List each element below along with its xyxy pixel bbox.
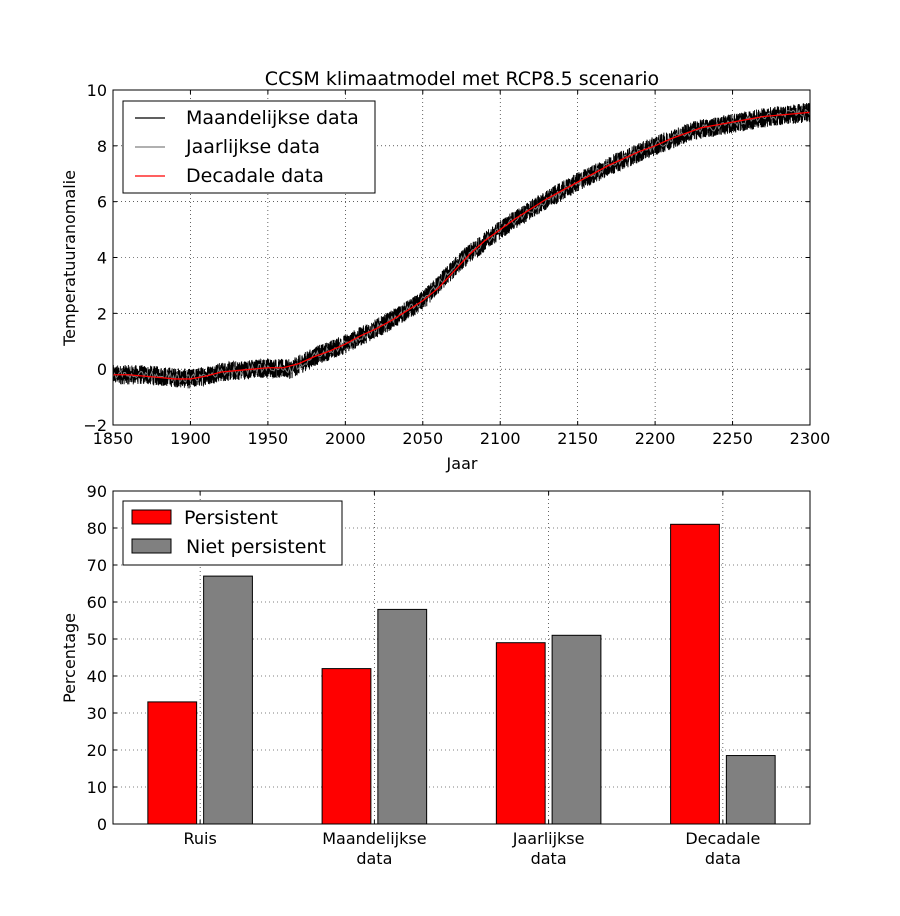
top-y-tick-label: 0 xyxy=(97,360,107,379)
bottom-x-tick-label: data xyxy=(531,849,567,868)
top-chart-legend: Maandelijkse data Jaarlijkse data Decada… xyxy=(122,100,376,194)
top-x-tick-label: 1850 xyxy=(93,429,134,448)
bottom-y-tick-label: 30 xyxy=(87,704,107,723)
top-x-tick-label: 2100 xyxy=(480,429,521,448)
legend-label-jaarlijkse: Jaarlijkse data xyxy=(185,136,320,158)
bar-persistent xyxy=(670,523,720,825)
bottom-y-tick-label: 50 xyxy=(87,630,107,649)
bottom-y-tick-label: 10 xyxy=(87,778,107,797)
top-y-tick-label: 8 xyxy=(97,137,107,156)
top-x-tick-label: 2250 xyxy=(712,429,753,448)
top-chart-x-ticks: 1850 1900 1950 2000 2050 2100 2150 2200 2250 2300 xyxy=(93,90,831,448)
top-y-tick-label: 6 xyxy=(97,193,107,212)
series-line-maandelijkse xyxy=(112,103,811,389)
top-x-tick-label: 2150 xyxy=(557,429,598,448)
bottom-chart-x-ticks: Ruis MaandelijksedataJaarlijksedataDecada… xyxy=(183,491,760,868)
bar-niet-persistent xyxy=(725,755,776,825)
legend-swatch-persistent xyxy=(131,509,172,525)
top-chart-y-ticks: −2 0 2 4 6 8 10 xyxy=(83,81,810,435)
bottom-chart-ylabel: Percentage xyxy=(60,613,79,703)
top-x-tick-label: 2000 xyxy=(325,429,366,448)
bottom-y-tick-label: 70 xyxy=(87,556,107,575)
top-y-tick-label: 2 xyxy=(97,304,107,323)
top-x-tick-label: 1900 xyxy=(170,429,211,448)
bottom-x-tick-label: Decadale xyxy=(685,829,760,848)
bottom-y-tick-label: 80 xyxy=(87,519,107,538)
bottom-x-tick-label: data xyxy=(356,849,392,868)
bar-persistent xyxy=(321,668,372,825)
bar-niet-persistent xyxy=(377,608,428,825)
bottom-chart-bars xyxy=(147,523,776,825)
top-y-tick-label: 10 xyxy=(87,81,107,100)
top-x-tick-label: 1950 xyxy=(248,429,289,448)
top-y-tick-label: 4 xyxy=(97,249,107,268)
bottom-y-tick-label: 60 xyxy=(87,593,107,612)
top-y-tick-label: −2 xyxy=(83,416,107,435)
temperature-line-chart: CCSM klimaatmodel met RCP8.5 scenario 18… xyxy=(60,68,830,473)
bottom-chart-y-ticks: 0 10 20 30 40 50 60 70 80 90 xyxy=(87,482,810,834)
bar-niet-persistent xyxy=(203,575,253,825)
top-chart-ylabel: Temperatuuranomalie xyxy=(60,170,79,347)
series-line-decadale xyxy=(113,111,811,380)
bottom-x-tick-label: Ruis xyxy=(183,829,216,848)
bottom-chart-frame xyxy=(112,490,811,825)
bar-persistent xyxy=(147,701,198,825)
legend-label-maandelijkse: Maandelijkse data xyxy=(186,107,359,129)
top-chart-series xyxy=(112,103,811,389)
legend-label-decadale: Decadale data xyxy=(186,165,324,187)
bar-persistent xyxy=(495,642,546,825)
bottom-y-tick-label: 40 xyxy=(87,667,107,686)
legend-swatch-niet-persistent xyxy=(131,538,172,554)
legend-label-niet-persistent: Niet persistent xyxy=(186,536,326,558)
top-chart-title: CCSM klimaatmodel met RCP8.5 scenario xyxy=(265,68,659,90)
bottom-x-tick-label: Maandelijkse xyxy=(322,829,426,848)
bottom-y-tick-label: 20 xyxy=(87,741,107,760)
top-legend-box xyxy=(122,100,376,194)
bar-niet-persistent xyxy=(551,634,602,825)
top-x-tick-label: 2300 xyxy=(790,429,831,448)
bottom-chart-legend: Persistent Niet persistent xyxy=(122,500,343,566)
top-chart-xlabel: Jaar xyxy=(446,454,478,473)
legend-label-persistent: Persistent xyxy=(184,507,278,529)
bottom-x-tick-label: Jaarlijkse xyxy=(512,829,585,848)
bottom-y-tick-label: 0 xyxy=(97,815,107,834)
bottom-x-tick-label: data xyxy=(705,849,741,868)
bottom-y-tick-label: 90 xyxy=(87,482,107,501)
top-x-tick-label: 2200 xyxy=(635,429,676,448)
top-x-tick-label: 2050 xyxy=(402,429,443,448)
